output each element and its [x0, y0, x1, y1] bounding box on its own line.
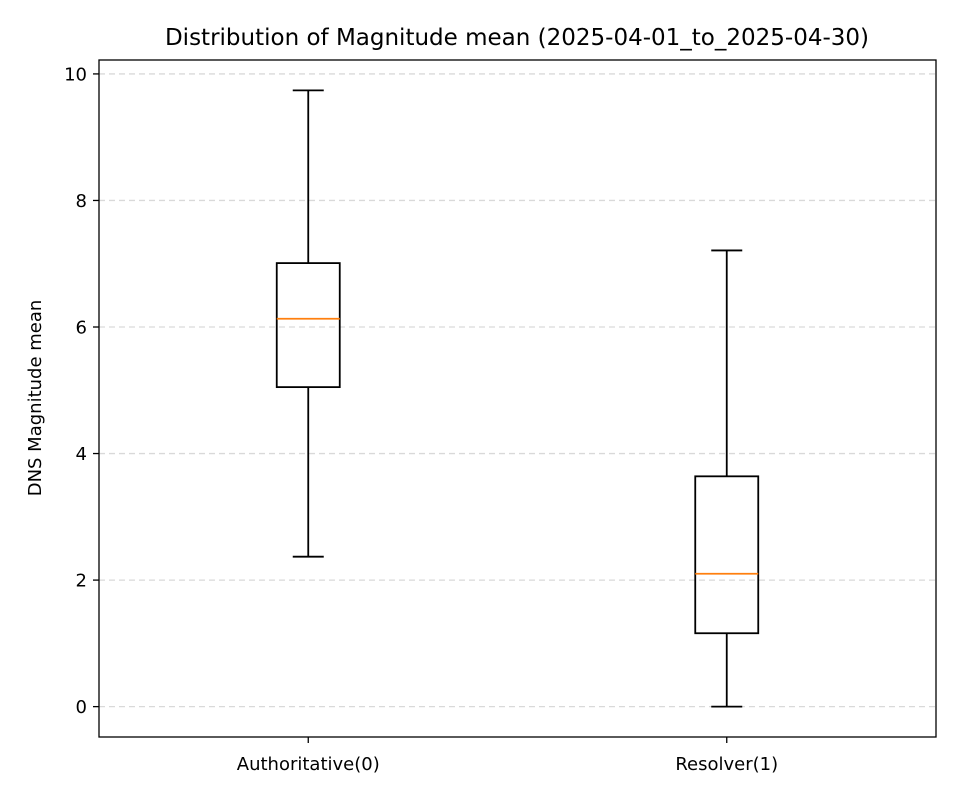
gridlines: [99, 73, 936, 708]
y-tick-label: 10: [64, 64, 87, 85]
y-tick-label: 4: [76, 444, 87, 465]
y-tick-label: 6: [76, 318, 87, 339]
axis-ticks: 0 2 4 6 8 10 Authoritative(0) Resolver(1): [64, 64, 778, 775]
y-axis-label: DNS Magnitude mean: [25, 300, 46, 497]
iqr-box: [694, 475, 760, 635]
chart-title: Distribution of Magnitude mean (2025-04-…: [165, 25, 869, 51]
y-tick-label: 8: [76, 191, 87, 212]
box-group: [275, 89, 341, 558]
plot-area-frame: [98, 59, 937, 738]
y-tick-label: 2: [76, 571, 87, 592]
x-tick-label: Authoritative(0): [237, 754, 380, 775]
box-group: [694, 249, 760, 708]
x-tick-label: Resolver(1): [675, 754, 778, 775]
iqr-box: [275, 262, 341, 389]
y-tick-label: 0: [76, 697, 87, 718]
box-series: [275, 89, 760, 708]
